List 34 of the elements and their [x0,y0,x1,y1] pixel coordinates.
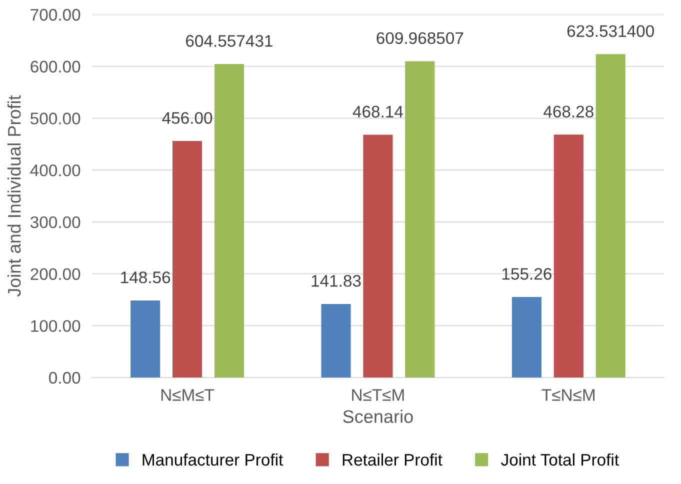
x-axis-title: Scenario [343,410,413,423]
legend-label: Retailer Profit [342,453,442,466]
legend-label: Manufacturer Profit [142,453,284,466]
y-tick-label: 100.00 [31,320,80,332]
x-tick-label: N≤M≤T [161,389,214,401]
y-tick-label: 600.00 [30,60,80,73]
data-label: 468.14 [352,106,403,118]
bar [405,61,435,378]
x-tick-label: N≤T≤M [352,389,404,401]
bar [554,134,584,378]
y-axis-title: Joint and Individual Profit [7,95,21,297]
bar [130,300,160,378]
y-tick-label: 400.00 [30,164,80,176]
data-label: 155.26 [502,268,552,280]
y-tick-label: 700.00 [30,8,80,21]
data-label: 456.00 [162,112,212,124]
y-tick-label: 200.00 [30,268,80,280]
bar [172,141,202,378]
data-label: 623.531400 [567,25,654,37]
data-label: 148.56 [121,271,170,284]
legend-label: Joint Total Profit [501,453,619,466]
data-label: 609.968507 [376,32,464,44]
data-label: 604.557431 [186,35,272,47]
bar [214,64,244,378]
data-label: 141.83 [312,274,361,287]
y-tick-label: 300.00 [30,216,80,228]
data-label: 468.28 [544,106,594,118]
bar [321,304,351,378]
bar [596,54,626,378]
y-tick-label: 500.00 [30,112,80,124]
x-tick-label: T≤N≤M [542,389,594,401]
bar [363,134,393,378]
bar [512,297,542,378]
y-tick-label: 0.00 [49,372,80,384]
